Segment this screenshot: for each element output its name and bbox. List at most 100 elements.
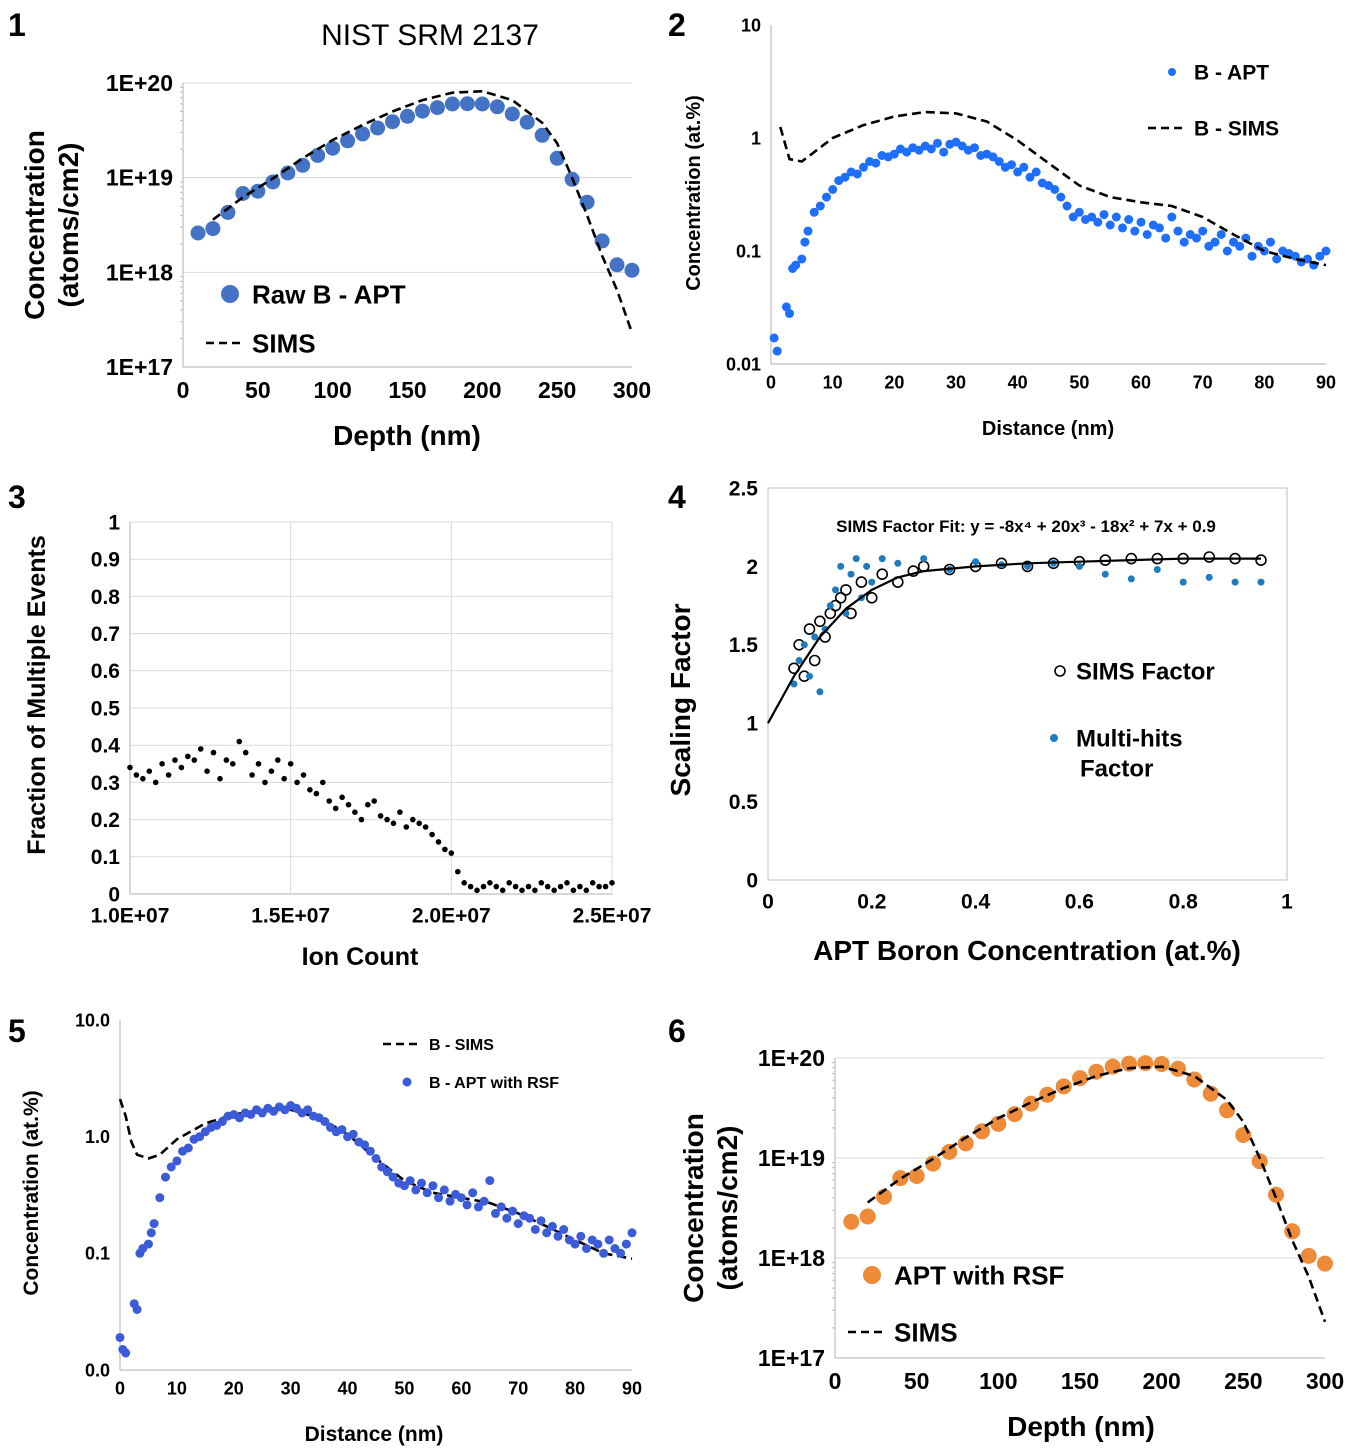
data-point [485,1176,495,1186]
data-point [1173,226,1183,236]
data-point [190,225,206,241]
data-point [855,576,868,588]
data-point [172,1156,182,1166]
data-point [808,654,821,667]
data-point [287,761,294,767]
x-axis-label: Depth (nm) [333,420,481,451]
data-point [599,1248,609,1258]
data-point [210,749,217,756]
data-point [512,883,519,890]
data-point [1266,237,1275,247]
legend-label-line: Multi-hits [1076,726,1183,753]
data-point [405,1176,415,1186]
x-tick-label: 40 [338,1378,358,1398]
data-point [1130,226,1140,236]
legend-label: SIMS Factor [1076,659,1215,686]
y-tick-label: 1E+20 [106,70,173,96]
data-point [847,570,855,578]
y-tick-label: 0.01 [726,354,761,374]
data-point [769,333,779,343]
series-line [866,1065,1327,1323]
data-point [1118,223,1127,233]
data-point [990,1115,1007,1132]
legend-label-line: SIMS Factor [1076,659,1215,686]
data-point [609,257,625,273]
y-tick-label: 10.0 [75,1010,110,1030]
data-point [536,1216,546,1226]
data-point [422,1188,432,1198]
y-tick-label: 0.5 [729,791,759,814]
data-point [532,887,538,894]
data-point [280,165,296,181]
data-point [365,1146,375,1156]
data-point [1205,573,1213,581]
legend-label: Multi-hits Factor [1076,726,1183,783]
data-point [785,309,794,318]
x-tick-label: 100 [313,377,351,403]
data-point [621,1239,631,1249]
data-point [1255,554,1267,566]
legend-swatch-dot [402,1077,412,1087]
data-point [355,126,371,142]
x-tick-label: 50 [904,1368,930,1394]
x-tick-label: 0.8 [1169,890,1199,913]
x-tick-label: 250 [538,377,576,403]
data-point [994,157,1004,166]
chart-panel-6: 6 1E+17 1E+18 1E+19 1E+20 0 50 100 150 200 250 300 D… [668,1013,1344,1442]
data-point [1257,578,1265,586]
series-line [212,89,634,334]
data-point [579,194,595,210]
data-point [410,816,416,823]
data-point [197,746,204,752]
y-tick-label: 1E+17 [758,1345,825,1371]
data-point [149,1219,159,1229]
data-point [320,779,326,786]
data-point [459,96,475,112]
data-point [448,850,455,856]
data-point [878,555,886,563]
data-point [313,790,320,797]
chart-panel-4: 4 0 0.5 1 1.5 2 2.5 0 0.2 0.4 0.6 0.8 1 APT Boron Con… [665,477,1293,966]
series-line [767,557,1261,724]
y-tick-label: 1E+20 [758,1045,825,1071]
data-point [889,149,899,159]
data-point [530,1225,540,1234]
y-tick-label: 1.5 [729,634,759,657]
y-axis-label-line: Concentration [19,130,50,320]
data-point [348,1129,358,1139]
legend-label-line: SIMS [252,328,316,358]
data-point [1142,230,1152,239]
data-point [456,1193,466,1203]
data-point [828,185,838,194]
data-point [467,883,474,890]
data-point [1072,1070,1088,1087]
data-point [249,772,255,778]
data-point [1161,233,1171,243]
data-point [265,174,281,190]
data-point [582,1244,591,1253]
data-point [479,1196,489,1206]
series-0 [843,1055,1333,1272]
data-point [1007,160,1016,170]
y-axis-label-line: Concentration (at.%) [683,95,705,291]
x-tick-label: 70 [508,1378,528,1398]
x-tick-label: 90 [622,1378,642,1398]
data-point [377,813,384,819]
data-point [439,1185,449,1195]
data-point [223,757,230,763]
data-point [616,1248,626,1258]
data-point [1231,578,1239,586]
data-point [840,172,850,182]
x-tick-label: 300 [613,377,651,403]
data-point [442,846,448,853]
data-point [832,586,839,594]
y-axis-label-line: Scaling Factor [665,603,696,796]
data-point [1006,1106,1023,1123]
data-point [444,96,460,112]
legend-label: Raw B - APT [252,279,406,309]
data-point [1317,1255,1333,1272]
data-point [428,1181,438,1191]
x-axis-label: Ion Count [302,943,419,971]
data-point [504,106,520,122]
data-point [491,1208,500,1218]
